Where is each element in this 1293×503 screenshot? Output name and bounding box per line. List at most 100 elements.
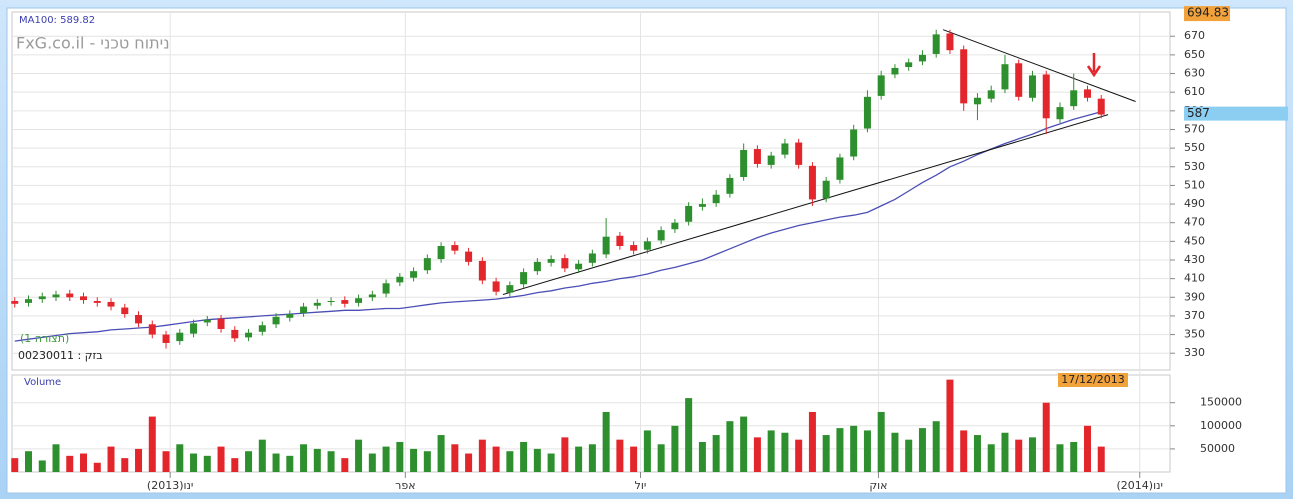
volume-bar — [850, 425, 858, 472]
y-tick-label: 530 — [1184, 160, 1205, 173]
candle-body — [795, 142, 803, 165]
volume-bar — [148, 416, 156, 472]
volume-bar — [1070, 441, 1078, 472]
volume-bar — [1015, 439, 1023, 472]
candle-body — [891, 67, 899, 75]
candle-body — [712, 194, 720, 204]
volume-bar — [1028, 437, 1036, 472]
volume-bar — [740, 416, 748, 472]
volume-bar — [11, 458, 19, 472]
volume-bar — [836, 428, 844, 472]
candle-body — [753, 149, 761, 164]
candle-body — [355, 298, 363, 303]
volume-bar — [93, 462, 101, 472]
volume-bar — [327, 451, 335, 472]
volume-bar — [506, 451, 514, 472]
volume-bar — [80, 453, 88, 472]
y-tick-label: 670 — [1184, 29, 1205, 42]
candle-body — [506, 285, 514, 293]
candle-body — [423, 258, 431, 271]
volume-bar — [685, 398, 693, 472]
volume-bar — [52, 444, 60, 472]
candle-body — [932, 34, 940, 54]
candle-body — [863, 96, 871, 129]
marks: 330 350 370 390 410 430 450 470 490 510 530 550 570 5… — [11, 6, 1288, 492]
candle-body — [272, 316, 280, 325]
candle-body — [38, 296, 46, 300]
candle-body — [135, 314, 143, 324]
volume-bar — [1097, 446, 1105, 472]
y-tick-label: 410 — [1184, 272, 1205, 285]
y-tick-label: 390 — [1184, 290, 1205, 303]
candle-body — [190, 323, 198, 334]
volume-bar — [905, 439, 913, 472]
y-tick-label: 450 — [1184, 234, 1205, 247]
volume-bar — [437, 435, 445, 472]
y-tick-label: 570 — [1184, 122, 1205, 135]
y-tick-label: 430 — [1184, 253, 1205, 266]
volume-bar — [313, 448, 321, 472]
candle-body — [588, 253, 596, 263]
candle-body — [1001, 64, 1009, 90]
candle-body — [1070, 90, 1078, 107]
price-plot — [11, 11, 1171, 371]
volume-bar — [1001, 432, 1009, 472]
volume-bar — [176, 444, 184, 472]
volume-bar — [231, 458, 239, 472]
volume-bar — [272, 453, 280, 472]
trendline — [502, 114, 1109, 295]
volume-bar — [822, 435, 830, 472]
candle-body — [740, 149, 748, 178]
volume-bar — [602, 411, 610, 472]
volume-bar — [960, 430, 968, 472]
volume-bar — [341, 458, 349, 472]
candle-body — [245, 332, 253, 338]
volume-bar — [520, 441, 528, 472]
volume-bar — [657, 444, 665, 472]
volume-bar — [382, 446, 390, 472]
candle-body — [520, 272, 528, 285]
candle-body — [946, 33, 954, 51]
volume-bar — [38, 460, 46, 472]
volume-bar — [698, 441, 706, 472]
volume-bar — [258, 439, 266, 472]
volume-bar — [396, 441, 404, 472]
volume-bar — [946, 379, 954, 472]
candle-body — [313, 302, 321, 306]
candle-body — [726, 177, 734, 194]
candle-body — [918, 54, 926, 62]
volume-bar — [767, 430, 775, 472]
candle-body — [850, 129, 858, 157]
candle-body — [643, 241, 651, 250]
volume-bar — [533, 448, 541, 472]
volume-bar — [630, 446, 638, 472]
x-tick-label: אפר — [395, 479, 415, 492]
candle-body — [960, 49, 968, 104]
candle-body — [987, 90, 995, 99]
candle-body — [162, 334, 170, 343]
candle-body — [11, 301, 19, 304]
volume-bar — [1083, 425, 1091, 472]
volume-bar — [203, 455, 211, 472]
volume-bar — [932, 421, 940, 472]
volume-bar — [107, 446, 115, 472]
high-marker-label: 694.83 — [1187, 6, 1229, 20]
candle-body — [382, 283, 390, 294]
candle-body — [533, 261, 541, 272]
candle-body — [52, 294, 60, 298]
y-tick-label: 470 — [1184, 216, 1205, 229]
volume-bar — [217, 446, 225, 472]
candle-body — [396, 276, 404, 283]
candle-body — [327, 301, 335, 303]
candle-body — [93, 301, 101, 303]
y-tick-label: 50000 — [1200, 442, 1235, 455]
volume-title: Volume — [24, 377, 61, 388]
volume-bar — [616, 439, 624, 472]
candle-body — [368, 294, 376, 298]
candle-body — [767, 155, 775, 165]
volume-bar — [286, 455, 294, 472]
y-tick-label: 610 — [1184, 85, 1205, 98]
candle-body — [286, 314, 294, 318]
y-tick-label: 100000 — [1200, 419, 1242, 432]
volume-bar — [465, 453, 473, 472]
